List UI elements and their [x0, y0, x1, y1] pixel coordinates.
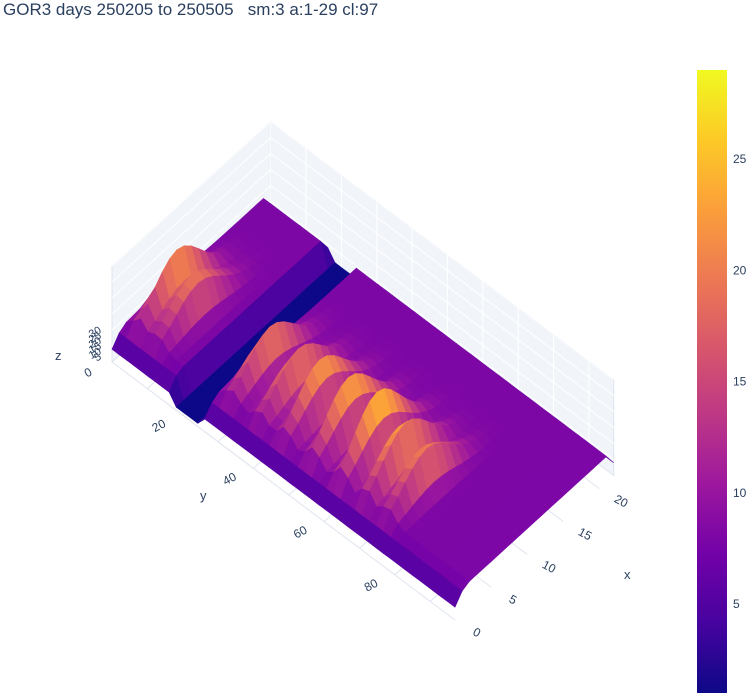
colorbar-tick-label: 20: [733, 263, 746, 277]
x-tick-label: 20: [612, 492, 631, 511]
y-tick-label: 80: [362, 576, 381, 595]
chart-title: GOR3 days 250205 to 250505 sm:3 a:1-29 c…: [3, 0, 379, 19]
z-tick-label: 5: [92, 351, 103, 364]
x-tick-label: 10: [540, 557, 559, 576]
x-axis-label: x: [624, 567, 631, 582]
y-tick-label: 60: [291, 523, 310, 542]
colorbar-tick-label: 15: [733, 375, 746, 389]
surface-mesh[interactable]: [111, 198, 614, 608]
x-tick-label: 5: [507, 592, 520, 608]
z-tick-label: 25: [87, 330, 103, 346]
colorbar-ticks: 5 10 15 20 25: [733, 152, 746, 611]
surface-cell: [447, 585, 463, 608]
z-axis-label: z: [55, 348, 62, 363]
axis-labels: x y z: [55, 348, 631, 582]
z-tick-label: 20: [87, 335, 103, 351]
z-tick-label: 10: [87, 345, 103, 361]
z-tick-label: 30: [87, 324, 103, 340]
colorbar-tick-label: 5: [733, 597, 740, 611]
grid-line: [111, 361, 456, 621]
x-tick-label: 0: [471, 625, 484, 641]
colorbar: [697, 70, 727, 693]
y-axis-label: y: [200, 488, 207, 503]
z-tick-label: 15: [87, 340, 103, 356]
y-tick-label: 0: [82, 365, 95, 381]
x-tick-label: 15: [576, 525, 595, 544]
colorbar-tick-label: 25: [733, 152, 746, 166]
y-tick-label: 40: [220, 469, 239, 488]
colorbar-tick-label: 10: [733, 486, 746, 500]
y-tick-label: 20: [150, 416, 169, 435]
